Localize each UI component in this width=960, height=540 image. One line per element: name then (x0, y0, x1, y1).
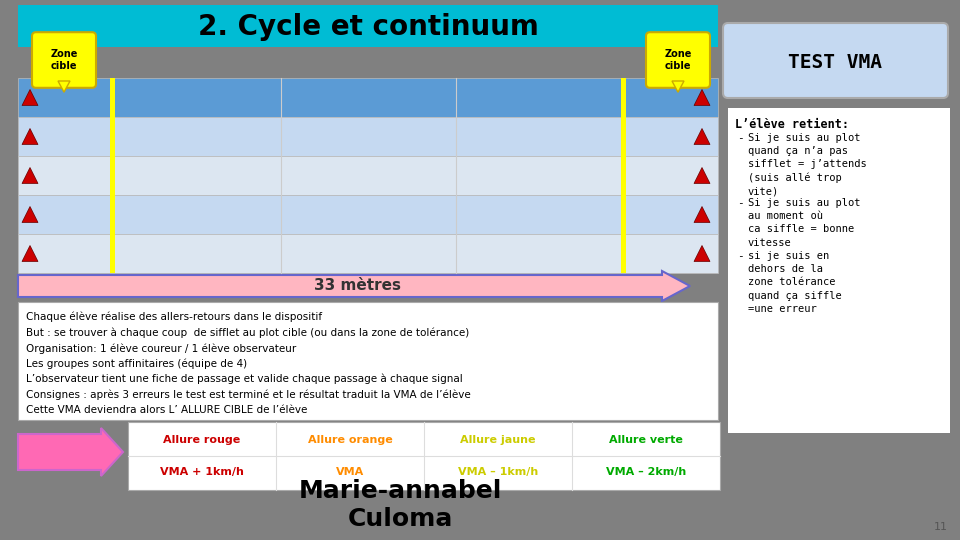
Text: Chaque élève réalise des allers-retours dans le dispositif: Chaque élève réalise des allers-retours … (26, 312, 323, 322)
Text: 33 mètres: 33 mètres (315, 279, 401, 294)
Bar (18, 302, 718, 420)
Text: Consignes : après 3 erreurs le test est terminé et le résultat traduit la VMA de: Consignes : après 3 erreurs le test est … (26, 389, 470, 400)
Text: -: - (737, 251, 744, 261)
FancyBboxPatch shape (646, 32, 710, 88)
Bar (110, 78, 115, 273)
Bar (18, 234, 718, 273)
Polygon shape (694, 167, 710, 184)
Text: -: - (737, 198, 744, 208)
Polygon shape (22, 167, 38, 184)
Text: VMA + 1km/h: VMA + 1km/h (160, 467, 244, 477)
Text: Zone
cible: Zone cible (664, 49, 692, 71)
Text: L’élève retient:: L’élève retient: (735, 118, 849, 131)
Polygon shape (22, 206, 38, 222)
Text: L’observateur tient une fiche de passage et valide chaque passage à chaque signa: L’observateur tient une fiche de passage… (26, 374, 463, 384)
Polygon shape (694, 246, 710, 261)
Bar (128, 422, 720, 490)
Text: -: - (737, 133, 744, 143)
Text: But : se trouver à chaque coup  de sifflet au plot cible (ou dans la zone de tol: But : se trouver à chaque coup de siffle… (26, 327, 469, 338)
Text: VMA: VMA (336, 467, 364, 477)
Text: Allure verte: Allure verte (609, 435, 683, 445)
Text: Allure rouge: Allure rouge (163, 435, 241, 445)
Bar (728, 108, 950, 433)
Text: 2. Cycle et continuum: 2. Cycle et continuum (198, 13, 539, 41)
Text: VMA – 2km/h: VMA – 2km/h (606, 467, 686, 477)
FancyArrow shape (18, 271, 690, 301)
FancyArrow shape (18, 428, 123, 476)
Text: Si je suis au plot
quand ça n’a pas
sifflet = j’attends
(suis allé trop
vite): Si je suis au plot quand ça n’a pas siff… (748, 133, 867, 197)
Text: Allure orange: Allure orange (307, 435, 393, 445)
FancyBboxPatch shape (723, 23, 948, 98)
Polygon shape (22, 90, 38, 105)
Text: VMA – 1km/h: VMA – 1km/h (458, 467, 539, 477)
Text: Cette VMA deviendra alors L’ ALLURE CIBLE de l’élève: Cette VMA deviendra alors L’ ALLURE CIBL… (26, 405, 307, 415)
Polygon shape (672, 81, 684, 92)
Text: Les groupes sont affinitaires (équipe de 4): Les groupes sont affinitaires (équipe de… (26, 359, 247, 369)
Polygon shape (694, 206, 710, 222)
Polygon shape (22, 129, 38, 145)
Polygon shape (694, 129, 710, 145)
Bar (18, 195, 718, 234)
Text: Organisation: 1 élève coureur / 1 élève observateur: Organisation: 1 élève coureur / 1 élève … (26, 343, 297, 354)
Text: Si je suis au plot
au moment où
ca siffle = bonne
vitesse: Si je suis au plot au moment où ca siffl… (748, 198, 860, 248)
Bar (621, 78, 626, 273)
Bar (18, 78, 718, 117)
FancyBboxPatch shape (32, 32, 96, 88)
Polygon shape (22, 246, 38, 261)
Text: Allure jaune: Allure jaune (460, 435, 536, 445)
Text: si je suis en
dehors de la
zone tolérance
quand ça siffle
=une erreur: si je suis en dehors de la zone toléranc… (748, 251, 842, 314)
Text: Zone
cible: Zone cible (50, 49, 78, 71)
Bar (18, 117, 718, 156)
Text: 11: 11 (934, 522, 948, 532)
Bar (18, 156, 718, 195)
Text: Marie-annabel
Culoma: Marie-annabel Culoma (299, 479, 502, 531)
Text: TEST VMA: TEST VMA (788, 52, 882, 71)
Bar (18, 5, 718, 47)
Polygon shape (58, 81, 70, 92)
Polygon shape (694, 90, 710, 105)
